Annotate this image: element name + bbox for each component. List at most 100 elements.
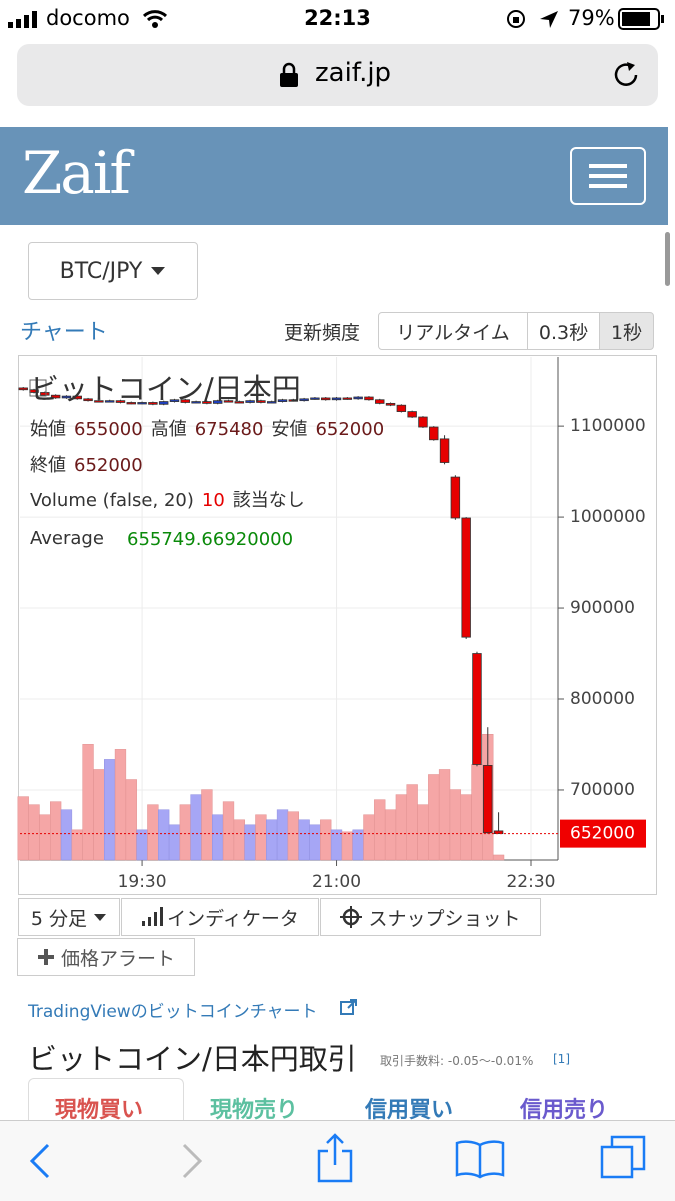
volume-bar	[114, 749, 127, 861]
candle-body	[385, 402, 396, 406]
tradingview-link[interactable]: TradingViewのビットコインチャート	[28, 1002, 318, 1022]
candle-body	[450, 476, 461, 519]
share-button[interactable]	[315, 1133, 355, 1183]
volume-bar	[406, 784, 418, 861]
menu-bar	[589, 184, 627, 188]
volume-bar	[471, 764, 483, 861]
volume-bar	[201, 789, 213, 861]
indicator-button[interactable]: インディケータ	[121, 898, 319, 936]
candle-body	[288, 399, 299, 402]
info-high-label: 高値	[151, 419, 187, 440]
reload-icon[interactable]	[612, 60, 642, 90]
menu-bar	[589, 174, 627, 178]
candle-body	[115, 400, 126, 403]
volume-bar	[233, 819, 245, 861]
site-header: Zaif	[0, 127, 668, 225]
volume-bar	[309, 824, 321, 861]
y-tick-label: 700000	[570, 780, 635, 800]
volume-bar	[320, 819, 332, 861]
volume-bar	[395, 794, 408, 861]
candle-body	[137, 402, 147, 405]
refresh-option[interactable]: リアルタイム	[378, 312, 528, 350]
volume-bar	[71, 829, 83, 861]
candle-body	[461, 517, 471, 638]
refresh-option[interactable]: 1秒	[599, 312, 654, 350]
candle-body	[126, 402, 136, 405]
volume-bar	[39, 814, 51, 861]
volume-bar	[287, 811, 299, 861]
candle-body	[266, 401, 277, 404]
volume-bar	[17, 796, 29, 861]
status-bar: docomo 22:13 79%	[0, 0, 675, 40]
snapshot: スナップショット	[368, 907, 521, 930]
y-tick-label: 800000	[570, 689, 635, 709]
y-tick-label: 1000000	[570, 507, 646, 527]
info-average-label: Average	[30, 528, 104, 549]
candle-body	[321, 397, 331, 401]
volume-bar	[104, 759, 116, 861]
candle-body	[40, 392, 50, 396]
candle-body	[429, 426, 439, 441]
menu-button[interactable]	[570, 147, 646, 205]
candle-body	[169, 399, 180, 402]
battery-icon	[618, 8, 664, 30]
volume-bar	[255, 814, 267, 861]
tab[interactable]: 現物売り	[210, 1098, 299, 1123]
tabs-button[interactable]	[600, 1135, 646, 1181]
candle-body	[191, 401, 201, 404]
volume-bar	[125, 779, 137, 861]
interval: 5 分足	[30, 907, 88, 930]
volume-bar	[384, 809, 397, 861]
refresh-option-text: リアルタイム	[396, 321, 510, 344]
volume-bar	[179, 804, 191, 861]
indicator: インディケータ	[167, 907, 299, 930]
url-bar[interactable]: zaif.jp	[17, 44, 658, 106]
browser-toolbar	[0, 1120, 675, 1201]
candle-body	[483, 765, 493, 834]
logo[interactable]: Zaif	[22, 139, 131, 207]
status-icons	[507, 10, 558, 28]
fee-ref[interactable]: [1]	[553, 1052, 570, 1066]
pair-select[interactable]: BTC/JPY	[28, 242, 198, 300]
volume-bar	[168, 824, 181, 861]
candle-body	[418, 416, 428, 428]
candle-body	[299, 398, 309, 402]
volume-bar	[266, 819, 278, 861]
alert-button[interactable]: 価格アラート	[17, 938, 195, 976]
snapshot-button[interactable]: スナップショット	[320, 898, 541, 936]
tab[interactable]: 信用買い	[365, 1098, 454, 1123]
candle-body	[50, 394, 61, 399]
info-low: 652000	[315, 419, 384, 440]
info-volume: 10	[202, 490, 225, 511]
tab[interactable]: 現物買い	[55, 1098, 144, 1123]
bookmarks-button[interactable]	[455, 1139, 505, 1179]
candle-body	[104, 400, 115, 403]
volume-bar	[276, 809, 289, 861]
volume-bar	[374, 799, 386, 861]
x-tick-label: 22:30	[506, 872, 555, 892]
volume-bar	[93, 769, 105, 861]
volume-bar	[147, 804, 159, 861]
volume-bar	[158, 809, 170, 861]
candle-body	[148, 402, 158, 405]
tab[interactable]: 信用売り	[520, 1098, 609, 1123]
external-icon	[340, 999, 357, 1015]
forward-button[interactable]	[180, 1143, 204, 1179]
candle-body	[439, 438, 450, 463]
volume-bar	[298, 819, 310, 861]
refresh-option[interactable]: 0.3秒	[527, 312, 600, 350]
candle-body	[396, 404, 407, 412]
candle-body	[245, 400, 255, 403]
volume-bar	[330, 829, 343, 861]
info-close-label: 終値	[30, 455, 66, 476]
y-tick-label: 1100000	[570, 416, 646, 436]
plus-icon	[37, 949, 54, 965]
volume-bar	[82, 744, 94, 861]
candle-body	[342, 397, 353, 400]
back-button[interactable]	[28, 1143, 52, 1179]
volume-bar	[438, 769, 451, 861]
interval-button[interactable]: 5 分足	[18, 898, 120, 936]
crosshair-icon	[340, 906, 363, 928]
menu-bar	[589, 164, 627, 168]
clock: 22:13	[304, 6, 371, 30]
